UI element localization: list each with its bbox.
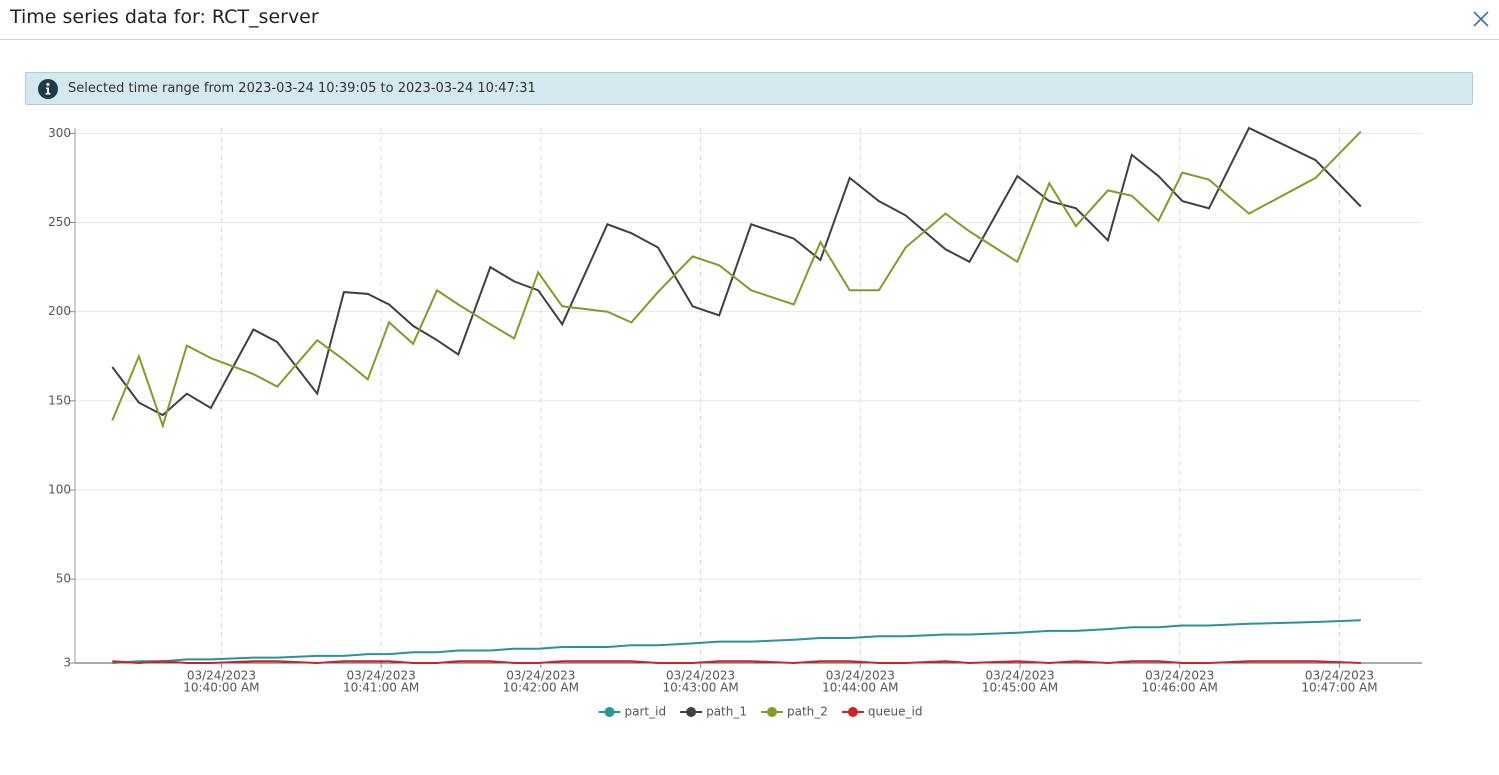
legend-marker: [604, 707, 615, 717]
y-tick-label: 100: [48, 483, 71, 497]
y-tick-label: 300: [48, 126, 71, 140]
legend-label: path_2: [787, 705, 828, 719]
info-icon: [38, 79, 58, 99]
x-tick-label: 10:42:00 AM: [503, 681, 579, 695]
series-line: [112, 619, 1361, 664]
y-tick-label: 250: [48, 215, 71, 229]
x-tick-label: 10:47:00 AM: [1301, 681, 1377, 695]
info-banner: Selected time range from 2023-03-24 10:3…: [25, 72, 1473, 105]
x-tick-label: 10:40:00 AM: [183, 681, 259, 695]
legend-marker: [767, 707, 778, 717]
close-button[interactable]: [1471, 9, 1491, 29]
series-line: [111, 126, 1362, 417]
x-tick-label: 03/24/2023: [1305, 669, 1374, 683]
series-line: [112, 660, 1361, 665]
banner-text: Selected time range from 2023-03-24 10:3…: [68, 81, 536, 96]
x-tick-label: 10:43:00 AM: [662, 681, 738, 695]
y-tick-label: 150: [48, 393, 71, 407]
x-tick-label: 03/24/2023: [506, 669, 575, 683]
x-tick-label: 10:46:00 AM: [1142, 681, 1218, 695]
x-tick-label: 10:44:00 AM: [822, 681, 898, 695]
legend-label: path_1: [706, 705, 747, 719]
x-tick-label: 10:41:00 AM: [343, 681, 419, 695]
legend-label: part_id: [625, 705, 667, 719]
x-tick-label: 03/24/2023: [187, 669, 256, 683]
x-tick-label: 03/24/2023: [826, 669, 895, 683]
y-tick-label: 50: [56, 572, 71, 586]
y-tick-label: 200: [48, 304, 71, 318]
legend-marker: [686, 707, 697, 717]
x-tick-label: 03/24/2023: [666, 669, 735, 683]
y-tick-label: 3: [63, 656, 71, 670]
x-tick-label: 03/24/2023: [985, 669, 1054, 683]
x-tick-label: 03/24/2023: [1145, 669, 1214, 683]
x-tick-label: 10:45:00 AM: [982, 681, 1058, 695]
dialog-header: Time series data for: RCT_server: [0, 0, 1499, 40]
dialog-title: Time series data for: RCT_server: [10, 6, 319, 28]
x-tick-label: 03/24/2023: [347, 669, 416, 683]
legend-marker: [847, 707, 858, 717]
series-line: [111, 130, 1362, 430]
legend-label: queue_id: [868, 705, 923, 719]
